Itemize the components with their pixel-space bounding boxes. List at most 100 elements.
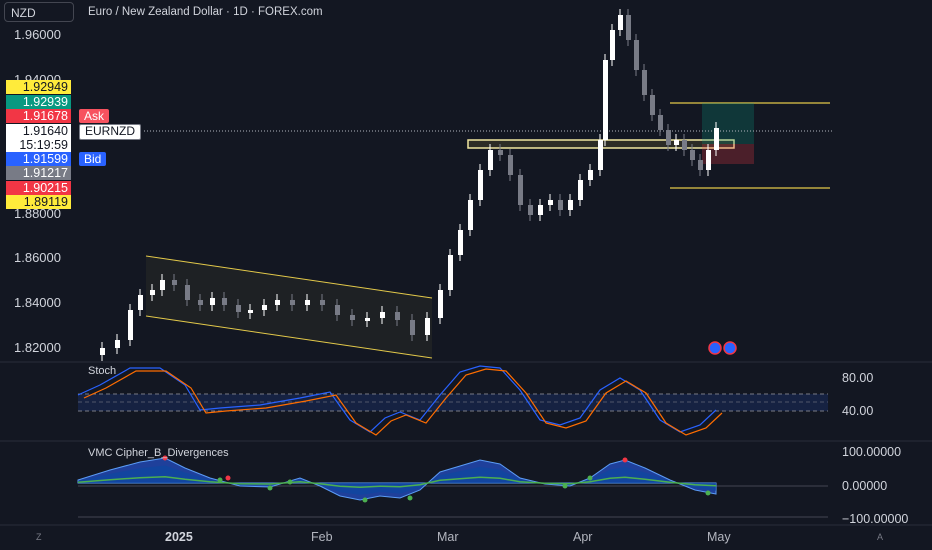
- candle-body: [598, 140, 603, 170]
- position-profit-zone[interactable]: [702, 103, 754, 144]
- candle-body: [603, 60, 608, 140]
- candle-body: [538, 205, 543, 215]
- candle-body: [236, 305, 241, 312]
- candle-body: [690, 150, 695, 160]
- y-tick: 1.82000: [14, 340, 61, 355]
- y-tick: 1.86000: [14, 250, 61, 265]
- candle-body: [626, 15, 631, 40]
- x-label: Apr: [573, 530, 593, 544]
- price-label: 1.91678: [6, 109, 71, 123]
- candle-body: [290, 300, 295, 305]
- price-label: 1.91640: [6, 124, 71, 138]
- price-label: 1.92949: [6, 80, 71, 94]
- x-label: May: [707, 530, 731, 544]
- candle-body: [365, 318, 370, 321]
- candle-body: [275, 300, 280, 305]
- candle-body: [618, 15, 623, 30]
- vmc-signal-dot: [587, 475, 593, 481]
- vmc-tick: 0.00000: [842, 479, 888, 493]
- candle-body: [210, 298, 215, 305]
- y-tick: 1.96000: [14, 27, 61, 42]
- candle-body: [706, 150, 711, 170]
- candle-body: [642, 70, 647, 95]
- candle-body: [380, 312, 385, 318]
- candle-body: [248, 310, 253, 313]
- candle-body: [410, 320, 415, 335]
- symbol-search-button[interactable]: NZD: [4, 2, 74, 22]
- candle-body: [115, 340, 120, 348]
- candle-body: [548, 200, 553, 205]
- x-label: Feb: [311, 530, 333, 544]
- candle-body: [682, 140, 687, 150]
- event-marker-1[interactable]: [708, 341, 722, 355]
- candle-body: [448, 255, 453, 290]
- candle-body: [488, 150, 493, 170]
- candle-body: [658, 115, 663, 130]
- candle-body: [558, 200, 563, 210]
- vmc-moneyflow-line: [77, 475, 717, 489]
- vmc-signal-dot: [562, 483, 568, 489]
- candle-body: [508, 155, 513, 175]
- candle-body: [478, 170, 483, 200]
- candle-body: [634, 40, 639, 70]
- price-label: 1.91217: [6, 166, 71, 180]
- candle-body: [458, 230, 463, 255]
- event-marker-2[interactable]: [723, 341, 737, 355]
- candle-body: [138, 295, 143, 310]
- price-label: 1.90215: [6, 181, 71, 195]
- candle-body: [160, 280, 165, 290]
- candle-body: [698, 160, 703, 170]
- vmc-signal-dot: [705, 490, 711, 496]
- vmc-signal-dot: [225, 475, 231, 481]
- candle-body: [674, 140, 679, 145]
- candle-body: [498, 150, 503, 155]
- price-tag: Bid: [79, 152, 107, 166]
- vmc-signal-dot: [287, 479, 293, 485]
- price-tag: EURNZD: [79, 124, 141, 140]
- vmc-signal-dot: [217, 477, 223, 483]
- candle-body: [305, 300, 310, 305]
- price-label: 1.91599: [6, 152, 71, 166]
- candle-body: [568, 200, 573, 210]
- x-label: 2025: [165, 530, 193, 544]
- candle-body: [128, 310, 133, 340]
- candle-body: [468, 200, 473, 230]
- descending-channel[interactable]: [145, 255, 433, 359]
- vmc-signal-dot: [162, 455, 168, 461]
- candle-body: [666, 130, 671, 145]
- candle-body: [222, 298, 227, 305]
- candle-body: [610, 30, 615, 60]
- price-label: 1.92939: [6, 95, 71, 109]
- stoch-band: [78, 393, 828, 412]
- candle-body: [518, 175, 523, 205]
- candle-body: [262, 305, 267, 310]
- x-label: Mar: [437, 530, 459, 544]
- chart-title: Euro / New Zealand Dollar · 1D · FOREX.c…: [88, 6, 323, 18]
- stoch-tick: 40.00: [842, 404, 874, 418]
- stoch-label: Stoch: [88, 365, 117, 377]
- candle-body: [100, 348, 105, 355]
- auto-scale-button[interactable]: A: [877, 532, 884, 542]
- stoch-d-line: [83, 368, 723, 436]
- vmc-signal-dots: [162, 455, 711, 503]
- candle-body: [172, 280, 177, 285]
- price-tag: Ask: [79, 109, 110, 123]
- candle-body: [588, 170, 593, 180]
- stoch-k-line: [77, 365, 717, 433]
- vmc-tick: −100.00000: [842, 512, 909, 526]
- price-label: 15:19:59: [6, 138, 71, 152]
- candle-body: [425, 318, 430, 335]
- candle-body: [650, 95, 655, 115]
- candle-body: [578, 180, 583, 200]
- vmc-signal-dot: [622, 457, 628, 463]
- zoom-toggle-button[interactable]: Z: [36, 532, 42, 542]
- candle-body: [395, 312, 400, 320]
- vmc-wave2-area: [78, 465, 716, 495]
- price-label: 1.89119: [6, 195, 71, 209]
- candle-body: [714, 128, 719, 150]
- candle-body: [438, 290, 443, 318]
- candle-body: [335, 305, 340, 315]
- candle-body: [150, 290, 155, 295]
- y-tick: 1.84000: [14, 295, 61, 310]
